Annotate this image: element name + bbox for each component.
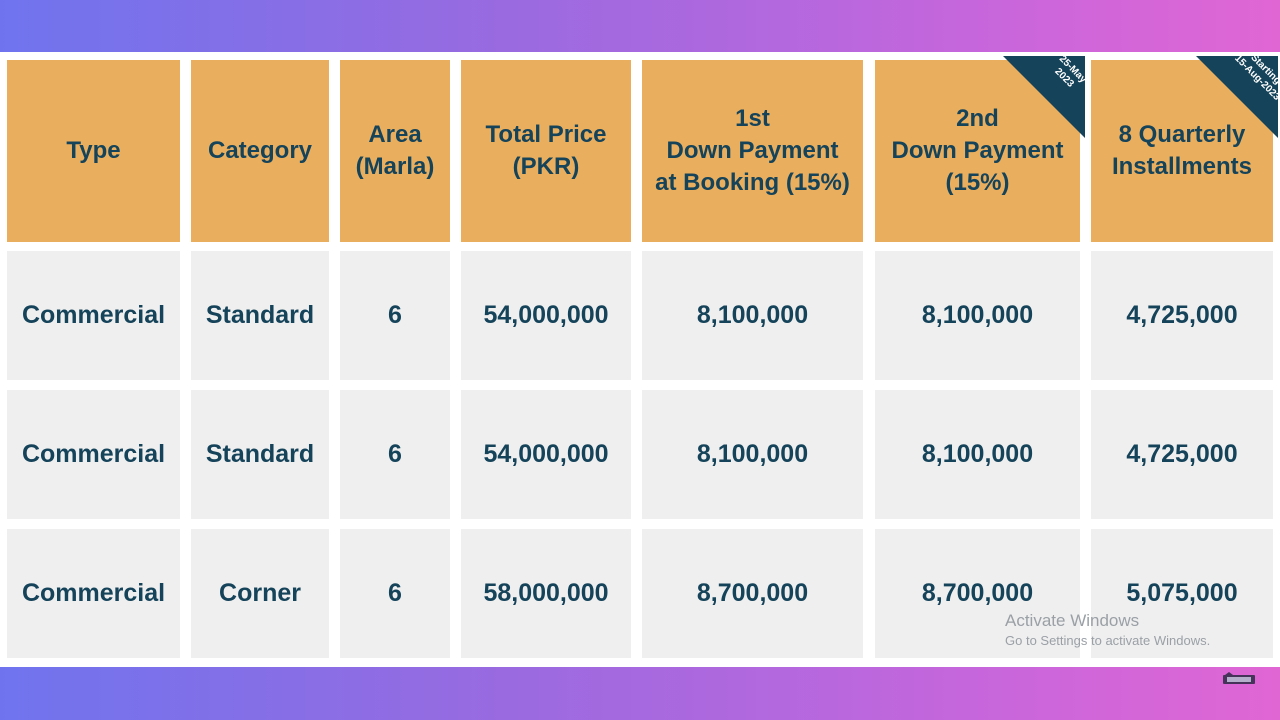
table-cell: 5,075,000: [1091, 529, 1273, 658]
header-total-price: Total Price (PKR): [461, 60, 631, 242]
table-cell: 8,700,000: [875, 529, 1080, 658]
table-cell: 6: [340, 251, 450, 380]
table-cell: Commercial: [7, 390, 180, 519]
header-type-label: Type: [66, 137, 121, 164]
header-second-down-payment-label: 2nd Down Payment (15%): [891, 105, 1064, 196]
table-cell: Standard: [191, 251, 329, 380]
date-ribbon-second-payment: 25-May 2023: [1003, 56, 1085, 138]
header-type: Type: [7, 60, 180, 242]
table-cell: 4,725,000: [1091, 251, 1273, 380]
header-quarterly-installments-label: 8 Quarterly Installments: [1111, 121, 1253, 180]
table-cell: Commercial: [7, 529, 180, 658]
header-area: Area (Marla): [340, 60, 450, 242]
logo-icon: [1223, 672, 1255, 684]
header-category-label: Category: [207, 137, 313, 164]
table-cell: 8,100,000: [875, 390, 1080, 519]
table-cell: 54,000,000: [461, 390, 631, 519]
table-cell: Commercial: [7, 251, 180, 380]
header-total-price-label: Total Price (PKR): [485, 121, 607, 180]
header-area-label: Area (Marla): [355, 121, 435, 180]
table-cell: 8,100,000: [875, 251, 1080, 380]
table-cell: 6: [340, 390, 450, 519]
watermark-title: Activate Windows: [1005, 611, 1140, 630]
bottom-gradient-band: [0, 667, 1280, 720]
activate-windows-watermark: Activate Windows Go to Settings to activ…: [1005, 610, 1210, 650]
header-category: Category: [191, 60, 329, 242]
table-cell: Standard: [191, 390, 329, 519]
table-cell: 8,100,000: [642, 390, 863, 519]
table-cell: Corner: [191, 529, 329, 658]
table-cell: 54,000,000: [461, 251, 631, 380]
table-cell: 8,100,000: [642, 251, 863, 380]
table-cell: 6: [340, 529, 450, 658]
watermark-subtitle: Go to Settings to activate Windows.: [1005, 633, 1211, 648]
date-ribbon-quarterly: Starting 15-Aug-2023: [1196, 56, 1278, 138]
header-first-down-payment-label: 1st Down Payment at Booking (15%): [655, 105, 850, 196]
table-cell: 58,000,000: [461, 529, 631, 658]
channel-logo: [1222, 671, 1256, 687]
table-cell: 8,700,000: [642, 529, 863, 658]
header-first-down-payment: 1st Down Payment at Booking (15%): [642, 60, 863, 242]
top-gradient-band: [0, 0, 1280, 52]
table-cell: 4,725,000: [1091, 390, 1273, 519]
